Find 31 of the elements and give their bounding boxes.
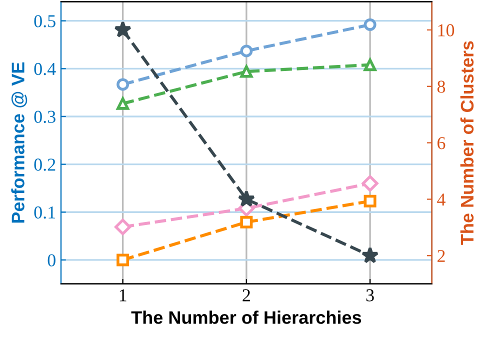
point bbox=[362, 175, 378, 192]
y2-tick-label: 4 bbox=[437, 194, 446, 206]
point bbox=[361, 246, 379, 264]
point bbox=[240, 65, 253, 78]
point bbox=[238, 190, 256, 207]
y-tick-label: 0.3 bbox=[34, 110, 56, 124]
y2-axis-title: The Number of Clusters bbox=[460, 41, 474, 245]
x-tick-label: 1 bbox=[120, 289, 126, 302]
point bbox=[114, 20, 132, 38]
point bbox=[364, 194, 376, 208]
y2-tick-label: 2 bbox=[438, 250, 445, 262]
y2-tick-label: 10 bbox=[438, 24, 454, 36]
y-tick-label: 0.5 bbox=[34, 15, 56, 28]
y2-tick-label: 8 bbox=[437, 80, 446, 93]
point bbox=[116, 78, 130, 91]
point bbox=[116, 254, 130, 266]
y-tick-label: 0.1 bbox=[34, 206, 56, 219]
y2-tick-label: 6 bbox=[438, 137, 446, 150]
y-axis-title: Performance @ VE bbox=[11, 62, 28, 223]
point bbox=[240, 216, 253, 228]
x-axis-title: The Number of Hierarchies bbox=[131, 310, 362, 324]
x-tick-label: 3 bbox=[366, 289, 374, 302]
y-tick-label: 0.4 bbox=[34, 62, 56, 76]
x-tick-label: 2 bbox=[242, 289, 250, 302]
point bbox=[114, 218, 132, 236]
point bbox=[116, 97, 130, 110]
y-tick-label: 0 bbox=[48, 254, 56, 266]
y-tick-label: 0.2 bbox=[34, 158, 56, 171]
point bbox=[364, 18, 376, 31]
point bbox=[240, 44, 253, 58]
point bbox=[364, 58, 376, 72]
